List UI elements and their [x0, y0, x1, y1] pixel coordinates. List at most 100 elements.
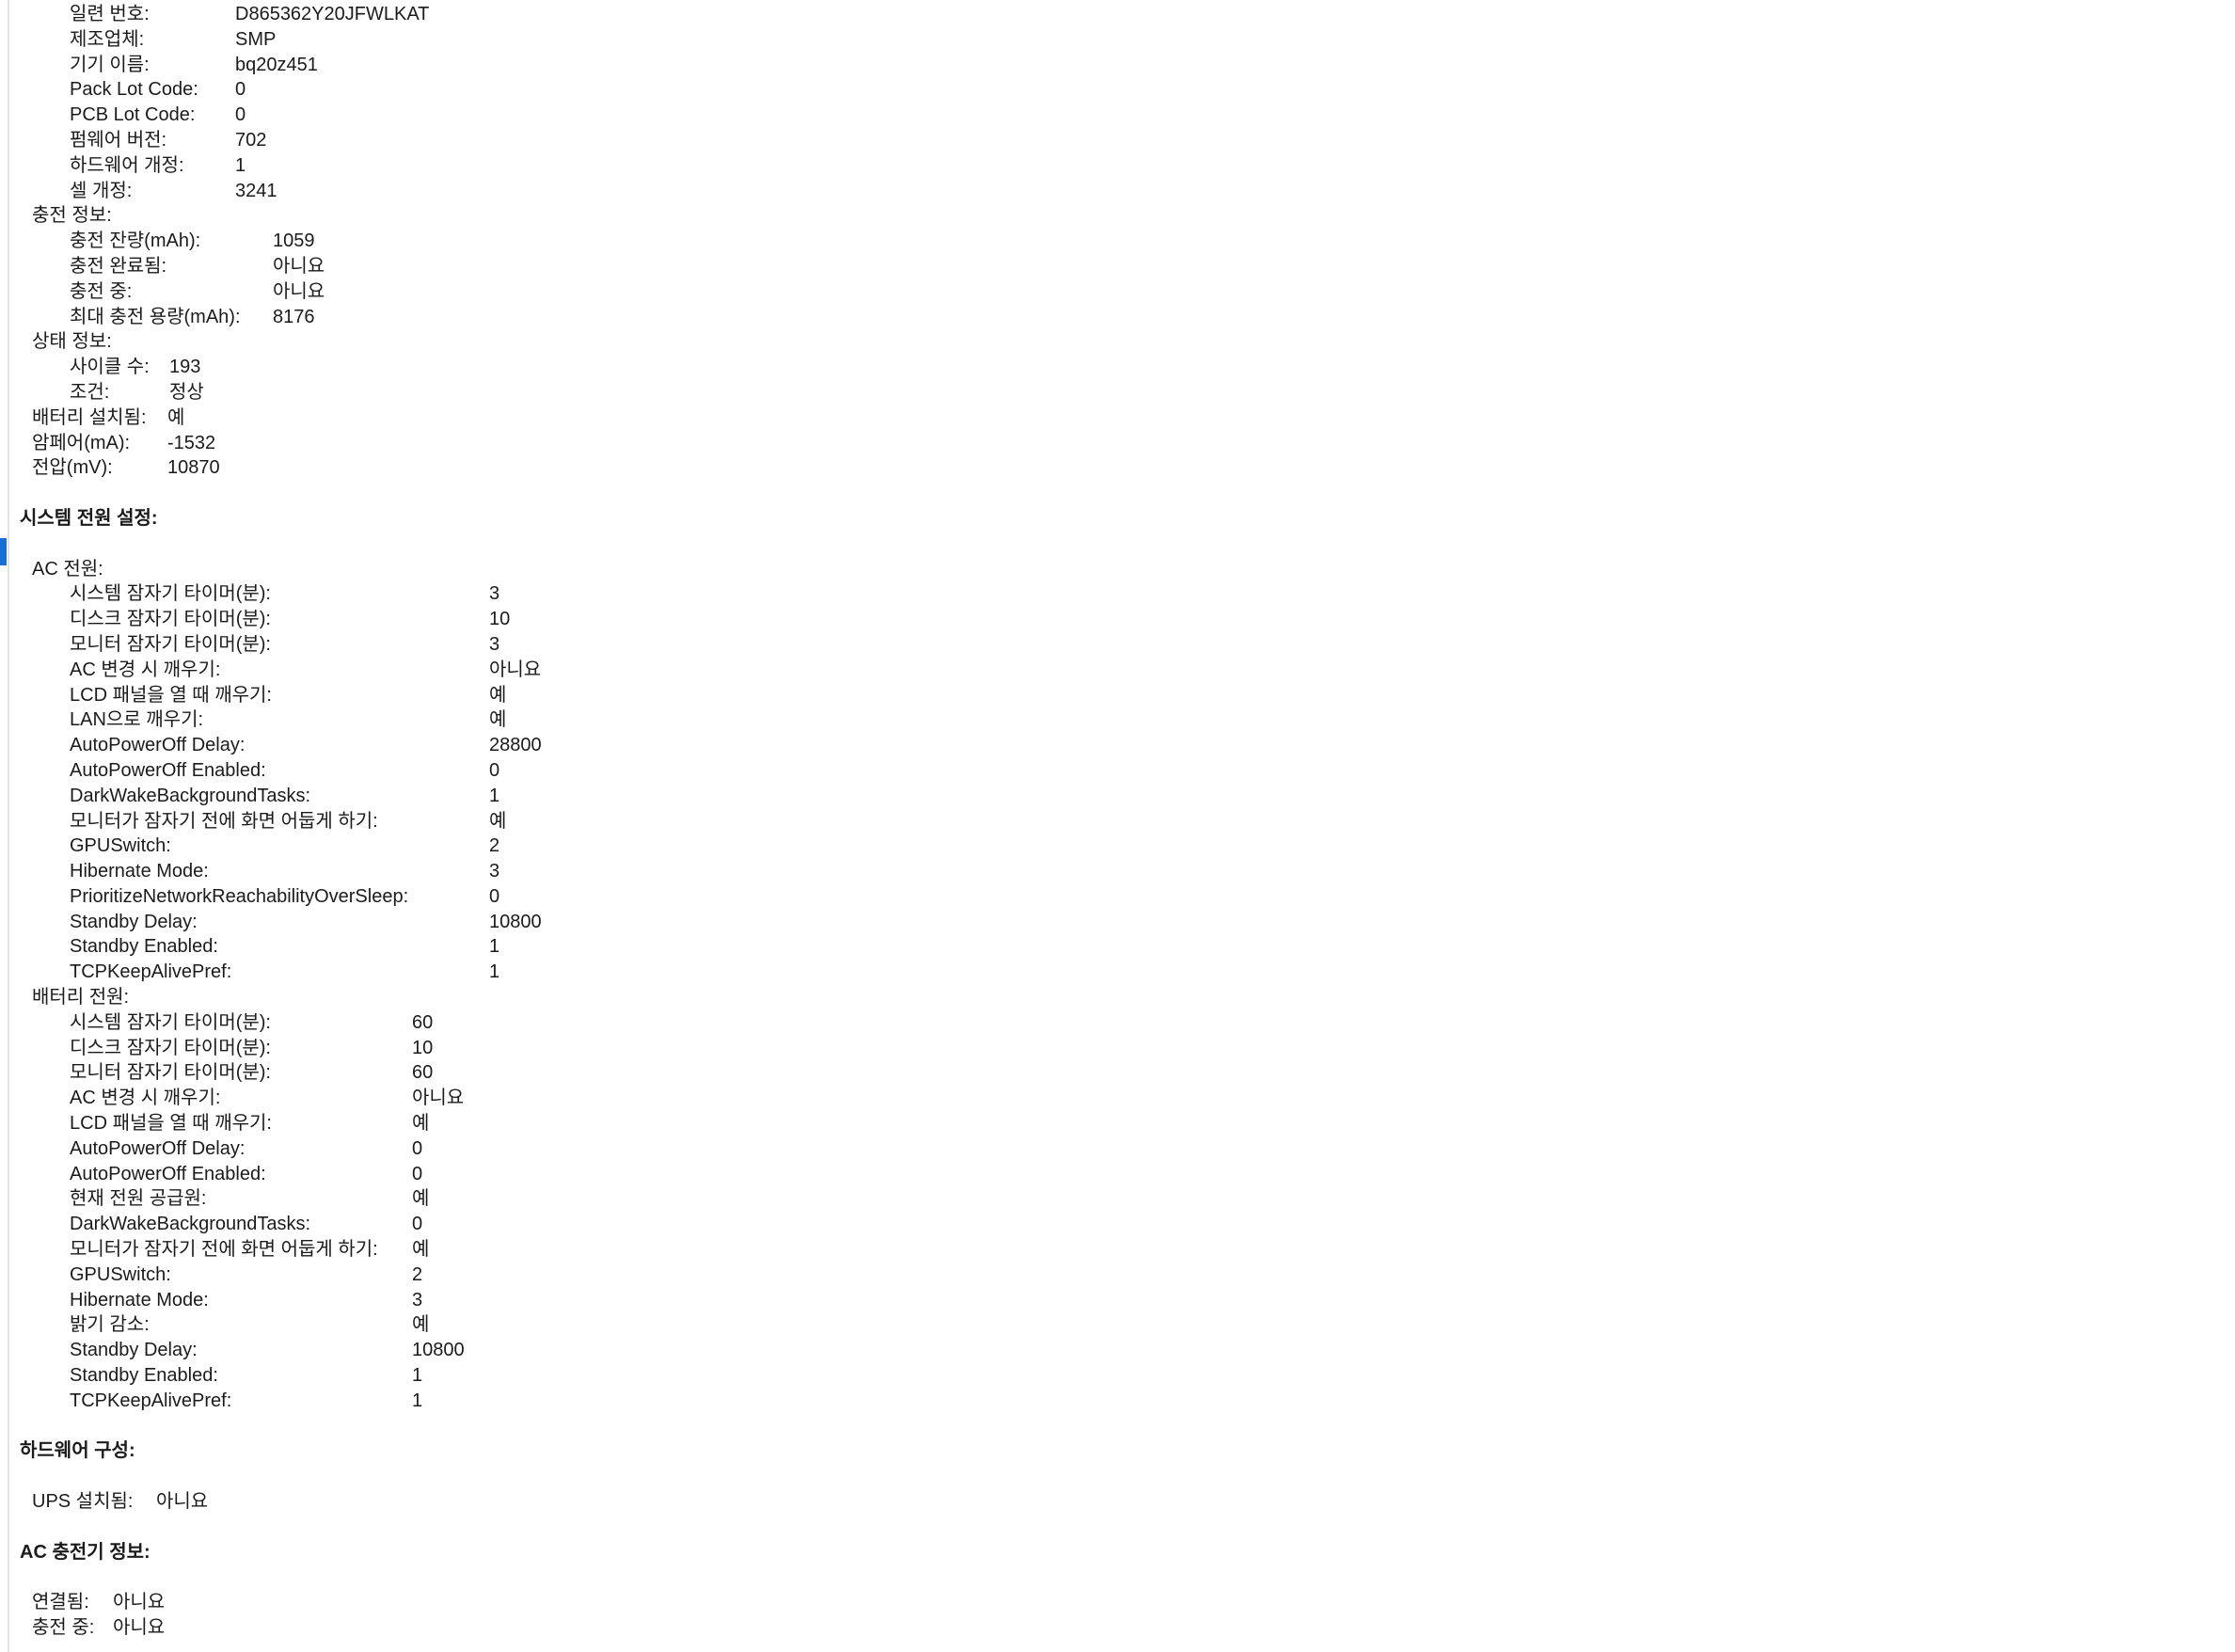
row-key: 모니터 잠자기 타이머(분):	[70, 633, 271, 655]
row-key: AC 변경 시 깨우기:	[70, 659, 221, 680]
row-key: 시스템 잠자기 타이머(분):	[70, 1011, 271, 1033]
table-row: 모니터가 잠자기 전에 화면 어둡게 하기: 예	[0, 1237, 2235, 1263]
row-value: 3	[489, 633, 500, 655]
table-row: 펌웨어 버전: 702	[0, 128, 2235, 153]
table-row: 하드웨어 개정: 1	[0, 153, 2235, 179]
row-key: 일련 번호:	[70, 4, 150, 24]
row-value: 1059	[273, 230, 315, 252]
row-value: 예	[489, 810, 507, 832]
table-row: AutoPowerOff Enabled: 0	[0, 1162, 2235, 1187]
row-key: 전압(mV):	[32, 457, 113, 479]
row-value: 1	[489, 936, 500, 958]
row-value: 예	[412, 1188, 430, 1210]
sidebar-divider[interactable]	[8, 0, 9, 1652]
row-value: bq20z451	[235, 54, 318, 75]
table-row: Hibernate Mode: 3	[0, 1288, 2235, 1313]
table-row: 배터리 설치됨: 예	[0, 405, 2235, 431]
table-row: 일련 번호: D865362Y20JFWLKAT	[0, 2, 2235, 27]
report-line: 배터리 전원:	[0, 985, 2235, 1010]
table-row: 최대 충전 용량(mAh): 8176	[0, 305, 2235, 330]
table-row: 연결됨: 아니요	[0, 1590, 2235, 1615]
row-key: 충전 중:	[32, 1617, 95, 1638]
table-row: LAN으로 깨우기: 예	[0, 707, 2235, 733]
table-row: TCPKeepAlivePref: 1	[0, 960, 2235, 985]
row-key: 배터리 설치됨:	[32, 406, 147, 428]
row-key: 모니터 잠자기 타이머(분):	[70, 1062, 271, 1084]
row-key: AutoPowerOff Enabled:	[70, 759, 266, 781]
row-value: 예	[412, 1314, 430, 1336]
table-row: 밝기 감소: 예	[0, 1312, 2235, 1338]
row-value: 0	[235, 79, 246, 101]
table-row: TCPKeepAlivePref: 1	[0, 1389, 2235, 1414]
row-value: 아니요	[113, 1592, 166, 1613]
row-value: 0	[412, 1137, 423, 1159]
row-key: 하드웨어 개정:	[70, 154, 184, 176]
row-key: 현재 전원 공급원:	[70, 1188, 207, 1210]
table-row: Pack Lot Code: 0	[0, 77, 2235, 103]
row-value: 정상	[169, 381, 204, 403]
row-key: UPS 설치됨:	[32, 1491, 134, 1513]
row-key: 충전 잔량(mAh):	[70, 230, 201, 252]
row-key: AutoPowerOff Delay:	[70, 1137, 246, 1159]
table-row: DarkWakeBackgroundTasks: 1	[0, 784, 2235, 809]
table-row: 모니터가 잠자기 전에 화면 어둡게 하기: 예	[0, 809, 2235, 834]
row-value: 예	[167, 406, 185, 428]
table-row: 현재 전원 공급원: 예	[0, 1186, 2235, 1212]
row-value: 예	[489, 684, 507, 706]
row-value: 1	[412, 1390, 423, 1411]
table-row: 제조업체: SMP	[0, 27, 2235, 53]
row-value: 예	[412, 1113, 430, 1135]
row-value: SMP	[235, 28, 277, 50]
row-key: 시스템 잠자기 타이머(분):	[70, 583, 271, 605]
row-value: 0	[489, 759, 500, 781]
row-value: 2	[489, 835, 500, 857]
section-title: AC 충전기 정보:	[20, 1541, 151, 1563]
row-key: 모니터가 잠자기 전에 화면 어둡게 하기:	[70, 1239, 378, 1261]
row-key: AutoPowerOff Delay:	[70, 735, 246, 756]
row-value: 3	[489, 583, 500, 605]
table-row: AC 변경 시 깨우기: 아니요	[0, 1086, 2235, 1111]
row-value: 0	[235, 104, 246, 126]
row-value: 3	[412, 1289, 423, 1310]
row-value: 3241	[235, 180, 277, 201]
group-label: AC 전원:	[32, 558, 103, 580]
selection-marker	[0, 538, 7, 565]
spacer	[0, 481, 2235, 506]
row-key: LCD 패널을 열 때 깨우기:	[70, 1113, 272, 1135]
row-value: 0	[489, 885, 500, 907]
row-value: 예	[489, 709, 507, 731]
row-value: 1	[489, 961, 500, 983]
table-row: Standby Delay: 10800	[0, 910, 2235, 935]
table-row: 모니터 잠자기 타이머(분): 3	[0, 632, 2235, 658]
row-key: 기기 이름:	[70, 54, 150, 75]
table-row: GPUSwitch: 2	[0, 1263, 2235, 1288]
table-row: 전압(mV): 10870	[0, 455, 2235, 481]
row-key: AC 변경 시 깨우기:	[70, 1088, 221, 1109]
row-value: -1532	[167, 432, 216, 453]
row-key: 펌웨어 버전:	[70, 129, 167, 151]
row-key: TCPKeepAlivePref:	[70, 961, 232, 983]
table-row: AutoPowerOff Delay: 28800	[0, 733, 2235, 758]
table-row: 충전 중: 아니요	[0, 1615, 2235, 1641]
row-value: 60	[412, 1062, 434, 1084]
row-key: LCD 패널을 열 때 깨우기:	[70, 684, 272, 706]
table-row: 충전 잔량(mAh): 1059	[0, 229, 2235, 254]
row-value: 10800	[412, 1340, 465, 1361]
report-line: 시스템 전원 설정:	[0, 506, 2235, 532]
row-value: 1	[489, 785, 500, 806]
row-value: 10800	[489, 911, 542, 932]
row-value: D865362Y20JFWLKAT	[235, 4, 430, 24]
row-key: Pack Lot Code:	[70, 79, 198, 101]
row-value: 1	[235, 154, 246, 176]
spacer	[0, 532, 2235, 557]
row-key: Hibernate Mode:	[70, 861, 209, 882]
report-line: 하드웨어 구성:	[0, 1438, 2235, 1464]
row-key: 밝기 감소:	[70, 1314, 150, 1336]
table-row: 조건: 정상	[0, 380, 2235, 405]
table-row: LCD 패널을 열 때 깨우기: 예	[0, 1111, 2235, 1136]
table-row: PrioritizeNetworkReachabilityOverSleep: 0	[0, 884, 2235, 910]
spacer	[0, 1515, 2235, 1540]
row-key: 디스크 잠자기 타이머(분):	[70, 1037, 271, 1058]
row-key: Standby Enabled:	[70, 936, 218, 958]
